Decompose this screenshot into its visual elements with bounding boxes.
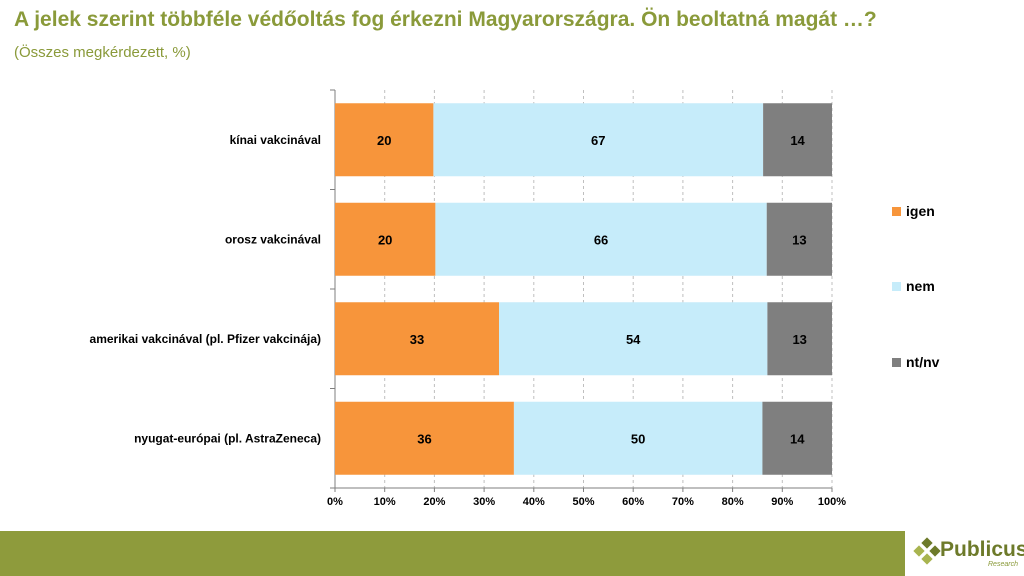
category-label: amerikai vakcinával (pl. Pfizer vakcináj… bbox=[90, 332, 321, 346]
bar-igen bbox=[335, 302, 500, 376]
data-label: 20 bbox=[377, 133, 391, 148]
x-tick-label: 70% bbox=[672, 496, 694, 508]
category-label: nyugat-európai (pl. AstraZeneca) bbox=[134, 431, 321, 445]
x-tick-label: 10% bbox=[374, 496, 396, 508]
data-label: 14 bbox=[790, 431, 805, 446]
legend-swatch bbox=[892, 207, 901, 216]
category-label: kínai vakcinával bbox=[230, 133, 321, 147]
bar-nem bbox=[499, 302, 768, 376]
data-label: 54 bbox=[626, 332, 641, 347]
data-label: 13 bbox=[792, 232, 806, 247]
x-tick-label: 30% bbox=[473, 496, 495, 508]
legend-label: nt/nv bbox=[906, 354, 940, 370]
data-label: 20 bbox=[378, 232, 392, 247]
x-tick-label: 90% bbox=[771, 496, 793, 508]
bar-nem bbox=[435, 202, 767, 276]
bar-ntnv bbox=[763, 103, 832, 177]
publicus-logo-icon bbox=[913, 537, 941, 565]
data-label: 66 bbox=[594, 232, 608, 247]
x-tick-label: 40% bbox=[523, 496, 545, 508]
x-tick-label: 100% bbox=[818, 496, 846, 508]
bar-nem bbox=[513, 401, 763, 475]
x-tick-label: 20% bbox=[423, 496, 445, 508]
bar-ntnv bbox=[767, 302, 832, 376]
legend-label: igen bbox=[906, 203, 935, 219]
bar-ntnv bbox=[766, 202, 832, 276]
data-label: 33 bbox=[410, 332, 424, 347]
brand-sub: Research bbox=[988, 561, 1018, 568]
x-tick-label: 0% bbox=[327, 496, 343, 508]
data-label: 50 bbox=[631, 431, 645, 446]
data-label: 36 bbox=[417, 431, 431, 446]
legend-label: nem bbox=[906, 278, 935, 294]
data-label: 13 bbox=[792, 332, 806, 347]
chart-title: A jelek szerint többféle védőoltás fog é… bbox=[14, 8, 877, 31]
bar-nem bbox=[433, 103, 764, 177]
bar-igen bbox=[335, 103, 434, 177]
data-label: 14 bbox=[790, 133, 805, 148]
footer-bar bbox=[0, 531, 905, 576]
category-label: orosz vakcinával bbox=[225, 232, 321, 246]
data-label: 67 bbox=[591, 133, 605, 148]
bar-igen bbox=[335, 202, 436, 276]
legend-swatch bbox=[892, 282, 901, 291]
brand-name: Publicus bbox=[940, 538, 1024, 561]
bar-ntnv bbox=[762, 401, 832, 475]
x-tick-label: 50% bbox=[572, 496, 594, 508]
chart-subtitle: (Összes megkérdezett, %) bbox=[14, 44, 191, 61]
x-tick-label: 60% bbox=[622, 496, 644, 508]
x-tick-label: 80% bbox=[722, 496, 744, 508]
bar-igen bbox=[335, 401, 514, 475]
legend-swatch bbox=[892, 358, 901, 367]
